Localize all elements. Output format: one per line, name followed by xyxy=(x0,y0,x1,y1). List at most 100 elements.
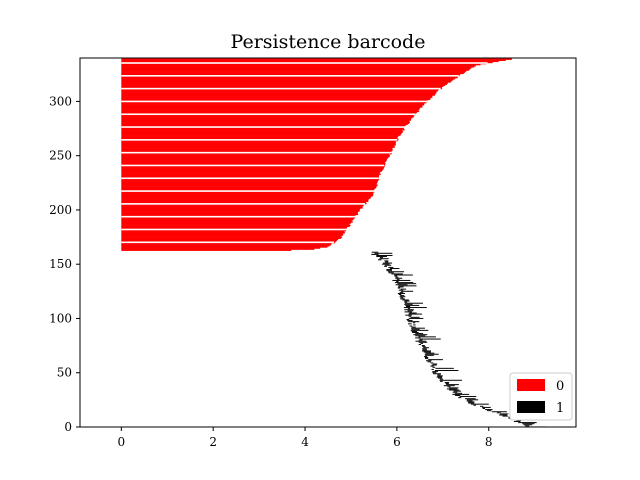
barcode-bar-dim1 xyxy=(491,411,507,413)
barcode-bar-dim0 xyxy=(121,201,366,204)
y-tick-label: 150 xyxy=(49,257,72,271)
barcode-bar-dim0 xyxy=(121,70,467,72)
barcode-bar-dim1 xyxy=(394,282,414,284)
barcode-bar-dim1 xyxy=(480,405,484,407)
barcode-bar-dim1 xyxy=(376,254,393,256)
barcode-bar-dim0 xyxy=(121,173,381,175)
barcode-bar-dim1 xyxy=(400,297,404,299)
barcode-bar-dim0 xyxy=(121,121,411,123)
y-tick-label: 100 xyxy=(49,311,72,325)
barcode-bar-dim1 xyxy=(405,314,412,316)
x-tick-label: 8 xyxy=(485,435,493,449)
barcode-bar-dim0 xyxy=(121,122,410,124)
barcode-bar-dim0 xyxy=(121,213,359,216)
barcode-bar-dim0 xyxy=(121,225,350,228)
barcode-bar-dim1 xyxy=(400,298,405,300)
barcode-bar-dim1 xyxy=(398,286,404,288)
barcode-bar-dim0 xyxy=(121,207,363,209)
barcode-bar-dim1 xyxy=(431,364,437,366)
barcode-bar-dim0 xyxy=(121,105,423,107)
legend-label-1: 1 xyxy=(556,401,564,416)
barcode-bar-dim0 xyxy=(121,237,341,240)
bar-separator xyxy=(121,87,441,90)
barcode-bar-dim1 xyxy=(459,396,477,398)
barcode-bar-dim1 xyxy=(410,316,420,318)
barcode-bar-dim0 xyxy=(121,218,355,220)
barcode-bar-dim1 xyxy=(411,330,418,332)
barcode-bar-dim1 xyxy=(418,339,423,341)
barcode-bar-dim1 xyxy=(408,323,412,325)
barcode-bar-dim0 xyxy=(121,72,464,75)
barcode-bar-dim1 xyxy=(397,283,417,285)
barcode-bar-dim1 xyxy=(404,303,413,305)
barcode-bar-dim0 xyxy=(121,186,377,188)
barcode-bar-dim1 xyxy=(433,373,441,375)
barcode-bar-dim0 xyxy=(121,148,393,151)
barcode-bar-dim0 xyxy=(121,174,380,177)
barcode-bar-dim1 xyxy=(431,368,434,370)
barcode-bar-dim1 xyxy=(487,410,492,412)
barcode-bar-dim1 xyxy=(404,301,408,303)
barcode-bar-dim0 xyxy=(121,160,387,162)
barcode-bar-dim1 xyxy=(449,387,459,389)
barcode-bar-dim0 xyxy=(121,73,461,76)
barcode-bar-dim1 xyxy=(405,304,420,306)
barcode-bar-dim0 xyxy=(121,85,444,88)
barcode-bar-dim1 xyxy=(485,409,493,411)
barcode-bar-dim1 xyxy=(371,251,379,253)
barcode-bar-dim0 xyxy=(121,58,512,60)
barcode-bar-dim1 xyxy=(386,269,393,271)
barcode-bar-dim0 xyxy=(121,110,420,113)
barcode-bar-dim1 xyxy=(404,311,412,313)
barcode-bar-dim1 xyxy=(406,305,411,307)
barcode-bar-dim0 xyxy=(121,83,447,85)
barcode-bar-dim1 xyxy=(409,325,413,327)
x-tick-label: 6 xyxy=(393,435,401,449)
barcode-bar-dim0 xyxy=(121,199,369,202)
legend-label-0: 0 xyxy=(556,379,564,394)
barcode-bar-dim1 xyxy=(398,285,417,287)
barcode-bar-dim0 xyxy=(121,192,374,194)
barcode-bar-dim1 xyxy=(426,360,432,362)
barcode-bar-dim0 xyxy=(121,71,466,73)
barcode-bar-dim0 xyxy=(121,184,378,186)
barcode-bar-dim0 xyxy=(121,244,332,246)
barcode-bar-dim0 xyxy=(121,144,396,146)
barcode-bar-dim1 xyxy=(421,350,431,352)
barcode-bar-dim0 xyxy=(121,149,393,152)
barcode-bar-dim0 xyxy=(121,245,330,247)
bar-separator xyxy=(121,215,356,218)
barcode-bar-dim0 xyxy=(121,150,392,153)
barcode-bar-dim0 xyxy=(121,97,431,99)
barcode-bar-dim1 xyxy=(400,295,405,297)
y-tick-label: 0 xyxy=(64,420,72,434)
barcode-bar-dim0 xyxy=(121,104,425,106)
barcode-bar-dim1 xyxy=(408,315,412,317)
barcode-bar-dim1 xyxy=(425,358,429,360)
barcode-bar-dim1 xyxy=(412,322,416,324)
barcode-bar-dim0 xyxy=(121,187,376,190)
barcode-bar-dim0 xyxy=(121,246,328,248)
barcode-bar-dim1 xyxy=(396,281,399,283)
barcode-bar-dim0 xyxy=(121,206,363,208)
barcode-bar-dim0 xyxy=(121,101,427,104)
barcode-bar-dim0 xyxy=(121,134,401,136)
barcode-bar-dim0 xyxy=(121,81,451,83)
barcode-bar-dim0 xyxy=(121,162,386,165)
barcode-bar-dim1 xyxy=(395,284,408,286)
barcode-bar-dim0 xyxy=(121,171,381,173)
barcode-bar-dim0 xyxy=(121,239,337,242)
barcode-bar-dim0 xyxy=(121,169,383,171)
barcode-bar-dim1 xyxy=(412,332,419,334)
barcode-bar-dim0 xyxy=(121,152,392,155)
barcode-bar-dim0 xyxy=(121,222,351,224)
barcode-bar-dim0 xyxy=(121,198,369,200)
barcode-bar-dim1 xyxy=(408,313,423,315)
barcode-bar-dim1 xyxy=(387,271,405,273)
bar-separator xyxy=(121,177,379,180)
barcode-bar-dim0 xyxy=(121,84,446,86)
barcode-bar-dim0 xyxy=(121,116,414,118)
barcode-bar-dim1 xyxy=(399,291,404,293)
barcode-bar-dim1 xyxy=(376,256,387,258)
barcode-bar-dim0 xyxy=(121,235,342,237)
